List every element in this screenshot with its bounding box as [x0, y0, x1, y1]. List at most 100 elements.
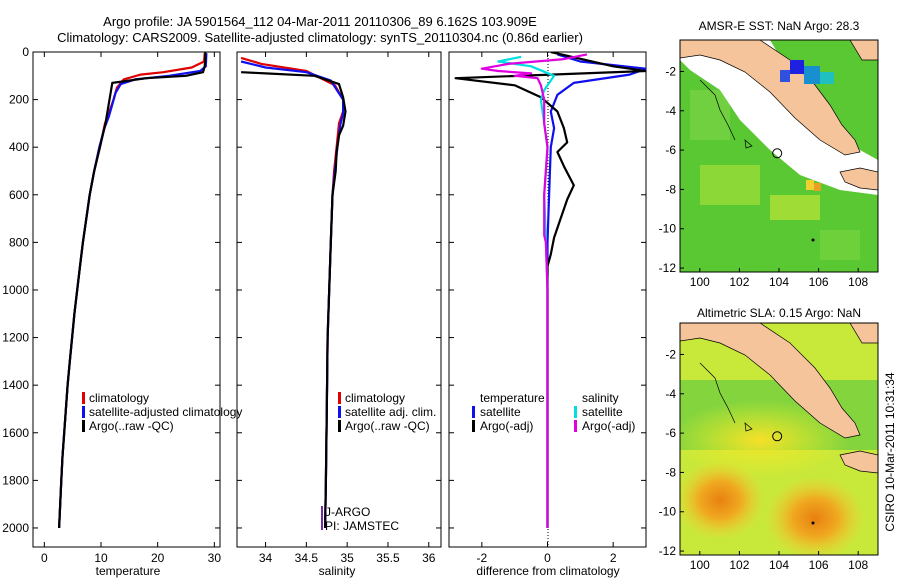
depth-axis: 0 200 400 600 800 1000 1200 1400 1600 1800 2000 — [2, 45, 29, 535]
depth-tick-label: 600 — [9, 188, 29, 202]
map-x-tick-label: 108 — [848, 275, 868, 289]
legend-label-argo: Argo(..raw -QC) — [345, 419, 430, 433]
legend-label-climatology: climatology — [345, 391, 405, 405]
temperature-legend: climatology satellite-adjusted climatolo… — [82, 391, 242, 433]
map-y-tick-label: -12 — [659, 544, 677, 558]
salinity-panel-frame — [236, 51, 442, 548]
map-x-tick-label: 106 — [809, 558, 829, 572]
depth-tick-label: 400 — [9, 140, 29, 154]
temperature-series — [58, 52, 208, 529]
legend-label-sal-satellite: satellite — [582, 405, 623, 419]
series-line-temperature-argo — [454, 52, 646, 528]
sst-cold-patch — [790, 60, 804, 74]
series-line-argo — [241, 71, 347, 529]
legend-swatch-temp-satellite — [472, 406, 475, 418]
map-y-tick-label: -12 — [659, 261, 677, 275]
x-tick-label: 0 — [41, 551, 48, 565]
sst-map-title: AMSR-E SST: NaN Argo: 28.3 — [699, 19, 860, 33]
x-tick-label: -2 — [476, 551, 487, 565]
legend-label-sal-argo: Argo(-adj) — [582, 419, 635, 433]
legend-swatch-satellite-adjusted — [82, 406, 85, 418]
legend-label-satellite-adjusted: satellite-adjusted climatology — [89, 405, 242, 419]
map-y-tick-label: -6 — [665, 143, 676, 157]
map-x-tick-label: 100 — [690, 275, 710, 289]
sla-land-java — [839, 450, 878, 474]
sst-coast-islands — [699, 79, 753, 149]
depth-tick-label: 1000 — [2, 283, 29, 297]
map-x-tick-label: 102 — [729, 275, 749, 289]
sst-land-java — [839, 167, 878, 191]
legend-label-temp-argo: Argo(-adj) — [480, 419, 533, 433]
map-y-tick-label: -6 — [665, 426, 676, 440]
map-y-tick-label: -2 — [665, 347, 676, 361]
sla-map-axes: 100 102 104 106 108 -2 -4 -6 -8 -10 -12 — [659, 347, 869, 572]
timestamp-stamp: CSIRO 10-Mar-2011 10:31:34 — [883, 372, 897, 532]
salinity-axis-label: salinity — [319, 564, 356, 578]
depth-tick-label: 1200 — [2, 331, 29, 345]
legend-swatch-argo — [82, 420, 85, 432]
map-y-tick-label: -4 — [665, 387, 676, 401]
salinity-x-axis: 34 34.5 35 35.5 36 — [237, 51, 441, 565]
series-line-climatology — [240, 56, 345, 529]
salinity-series — [240, 56, 347, 529]
map-y-tick-label: -2 — [665, 64, 676, 78]
difference-legend: temperature satellite Argo(-adj) salinit… — [472, 391, 635, 433]
map-x-tick-label: 104 — [769, 558, 789, 572]
x-tick-label: 34.5 — [295, 551, 319, 565]
map-y-tick-label: -8 — [665, 465, 676, 479]
sla-land-sumatra — [680, 323, 861, 439]
series-line-satellite-adjusted-climatology — [58, 53, 208, 529]
sst-missing-data — [680, 40, 878, 195]
legend-title-salinity: salinity — [582, 391, 619, 405]
sla-argo-marker — [772, 431, 783, 442]
legend-swatch-satellite-adj — [338, 406, 341, 418]
depth-tick-label: 0 — [22, 45, 29, 59]
map-x-tick-label: 104 — [769, 275, 789, 289]
annotation-marker — [321, 506, 323, 530]
temperature-panel-frame — [32, 51, 221, 548]
legend-swatch-sal-argo — [574, 420, 577, 432]
series-line-argo — [58, 52, 207, 529]
difference-x-axis: -2 0 2 — [449, 51, 646, 565]
sla-high-blob — [680, 460, 765, 540]
sla-land-island — [849, 323, 878, 344]
sst-patch — [690, 90, 730, 140]
map-y-tick-label: -10 — [659, 505, 677, 519]
salinity-legend: climatology satellite adj. clim. Argo(..… — [338, 391, 436, 433]
legend-label-argo: Argo(..raw -QC) — [89, 419, 174, 433]
map-y-tick-label: -10 — [659, 222, 677, 236]
sst-warm-patch — [806, 180, 814, 190]
sst-map — [680, 40, 878, 272]
map-x-tick-label: 102 — [729, 558, 749, 572]
legend-label-climatology: climatology — [89, 391, 149, 405]
map-x-tick-label: 108 — [848, 558, 868, 572]
depth-tick-label: 2000 — [2, 521, 29, 535]
legend-swatch-argo — [338, 420, 341, 432]
sst-argo-marker — [772, 148, 783, 159]
sst-cold-patch — [780, 70, 790, 82]
sst-cold-patch — [820, 72, 834, 84]
temperature-x-axis: 0 10 20 30 — [33, 51, 222, 565]
sst-patch — [820, 230, 860, 260]
legend-swatch-sal-satellite — [574, 406, 577, 418]
x-tick-label: 0 — [544, 551, 551, 565]
map-x-tick-label: 106 — [809, 275, 829, 289]
legend-title-temperature: temperature — [480, 391, 545, 405]
sla-high-blob — [765, 476, 865, 555]
header-line-1: Argo profile: JA 5901564_112 04-Mar-2011… — [103, 14, 537, 29]
x-tick-label: 30 — [208, 551, 222, 565]
x-tick-label: 34 — [259, 551, 273, 565]
annotation-pi: PI: JAMSTEC — [325, 519, 399, 533]
series-line-salinity-argo — [480, 53, 588, 528]
sst-patch — [700, 165, 760, 205]
depth-tick-label: 1600 — [2, 426, 29, 440]
sst-warm-patch — [814, 183, 821, 191]
map-y-tick-label: -8 — [665, 182, 676, 196]
sla-island-dot — [811, 521, 815, 525]
legend-swatch-climatology — [338, 392, 341, 404]
annotation-jargo: J-ARGO — [325, 505, 370, 519]
sst-patch — [770, 195, 820, 220]
sst-island-dot — [811, 238, 815, 242]
sst-cold-patch — [804, 66, 820, 84]
